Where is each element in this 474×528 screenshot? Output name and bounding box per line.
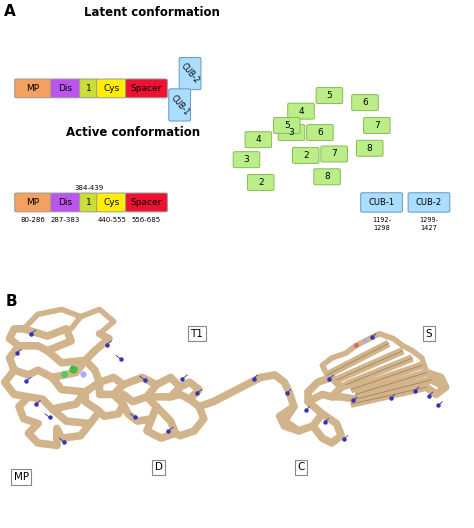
Text: 384-439: 384-439 (74, 185, 103, 191)
FancyBboxPatch shape (15, 193, 52, 212)
Text: C: C (297, 463, 305, 472)
FancyBboxPatch shape (179, 58, 201, 90)
Text: 8: 8 (367, 144, 373, 153)
Text: 5: 5 (327, 91, 332, 100)
FancyBboxPatch shape (126, 193, 167, 212)
Text: CUB-1: CUB-1 (368, 198, 395, 207)
Text: CUB-2: CUB-2 (416, 198, 442, 207)
Text: B: B (6, 294, 18, 309)
FancyBboxPatch shape (356, 140, 383, 156)
Text: Cys: Cys (103, 84, 120, 93)
FancyBboxPatch shape (408, 193, 450, 212)
FancyBboxPatch shape (245, 131, 272, 148)
Text: 7: 7 (331, 149, 337, 158)
Text: MP: MP (27, 84, 40, 93)
Text: MP: MP (27, 198, 40, 207)
FancyBboxPatch shape (51, 79, 81, 98)
Text: Cys: Cys (103, 198, 120, 207)
Text: 1299-
1427: 1299- 1427 (419, 217, 438, 231)
Text: 2: 2 (303, 151, 309, 160)
FancyBboxPatch shape (292, 147, 319, 163)
Text: CUB-2: CUB-2 (179, 62, 201, 86)
Text: 8: 8 (324, 172, 330, 181)
Text: 7: 7 (374, 121, 380, 130)
FancyBboxPatch shape (273, 117, 300, 134)
FancyBboxPatch shape (316, 88, 343, 103)
Text: CUB-1: CUB-1 (169, 93, 191, 117)
FancyBboxPatch shape (169, 89, 191, 121)
Text: 2: 2 (258, 178, 264, 187)
Text: 1192-
1298: 1192- 1298 (372, 217, 391, 231)
Text: Dis: Dis (59, 198, 73, 207)
Text: 1: 1 (86, 198, 91, 207)
Text: S: S (426, 329, 432, 338)
Text: 440-555: 440-555 (97, 217, 126, 223)
Text: Spacer: Spacer (131, 84, 162, 93)
Text: MP: MP (14, 472, 29, 482)
Text: A: A (4, 4, 16, 20)
Text: Spacer: Spacer (131, 198, 162, 207)
FancyBboxPatch shape (247, 174, 274, 191)
FancyBboxPatch shape (80, 79, 98, 98)
Text: 5: 5 (284, 121, 290, 130)
Text: 1: 1 (86, 84, 91, 93)
FancyBboxPatch shape (233, 152, 260, 168)
FancyBboxPatch shape (361, 193, 402, 212)
Text: D: D (155, 463, 163, 472)
Text: 3: 3 (289, 128, 294, 137)
FancyBboxPatch shape (97, 79, 127, 98)
FancyBboxPatch shape (321, 146, 347, 162)
Text: 6: 6 (362, 98, 368, 107)
FancyBboxPatch shape (80, 193, 98, 212)
Text: Dis: Dis (59, 84, 73, 93)
FancyBboxPatch shape (126, 79, 167, 98)
FancyBboxPatch shape (97, 193, 127, 212)
Text: Latent conformation: Latent conformation (84, 6, 219, 20)
FancyBboxPatch shape (15, 79, 52, 98)
FancyBboxPatch shape (352, 95, 378, 111)
FancyBboxPatch shape (278, 125, 305, 140)
Text: Active conformation: Active conformation (66, 126, 200, 139)
Text: 80-286: 80-286 (21, 217, 46, 223)
Text: 556-685: 556-685 (132, 217, 161, 223)
Text: 6: 6 (317, 128, 323, 137)
Text: 3: 3 (244, 155, 249, 164)
Text: 287-383: 287-383 (51, 217, 80, 223)
FancyBboxPatch shape (307, 125, 333, 140)
FancyBboxPatch shape (364, 117, 390, 134)
FancyBboxPatch shape (314, 169, 340, 185)
Text: 4: 4 (298, 107, 304, 116)
Text: T1: T1 (190, 329, 203, 338)
FancyBboxPatch shape (51, 193, 81, 212)
FancyBboxPatch shape (288, 103, 314, 119)
Text: 4: 4 (255, 135, 261, 144)
